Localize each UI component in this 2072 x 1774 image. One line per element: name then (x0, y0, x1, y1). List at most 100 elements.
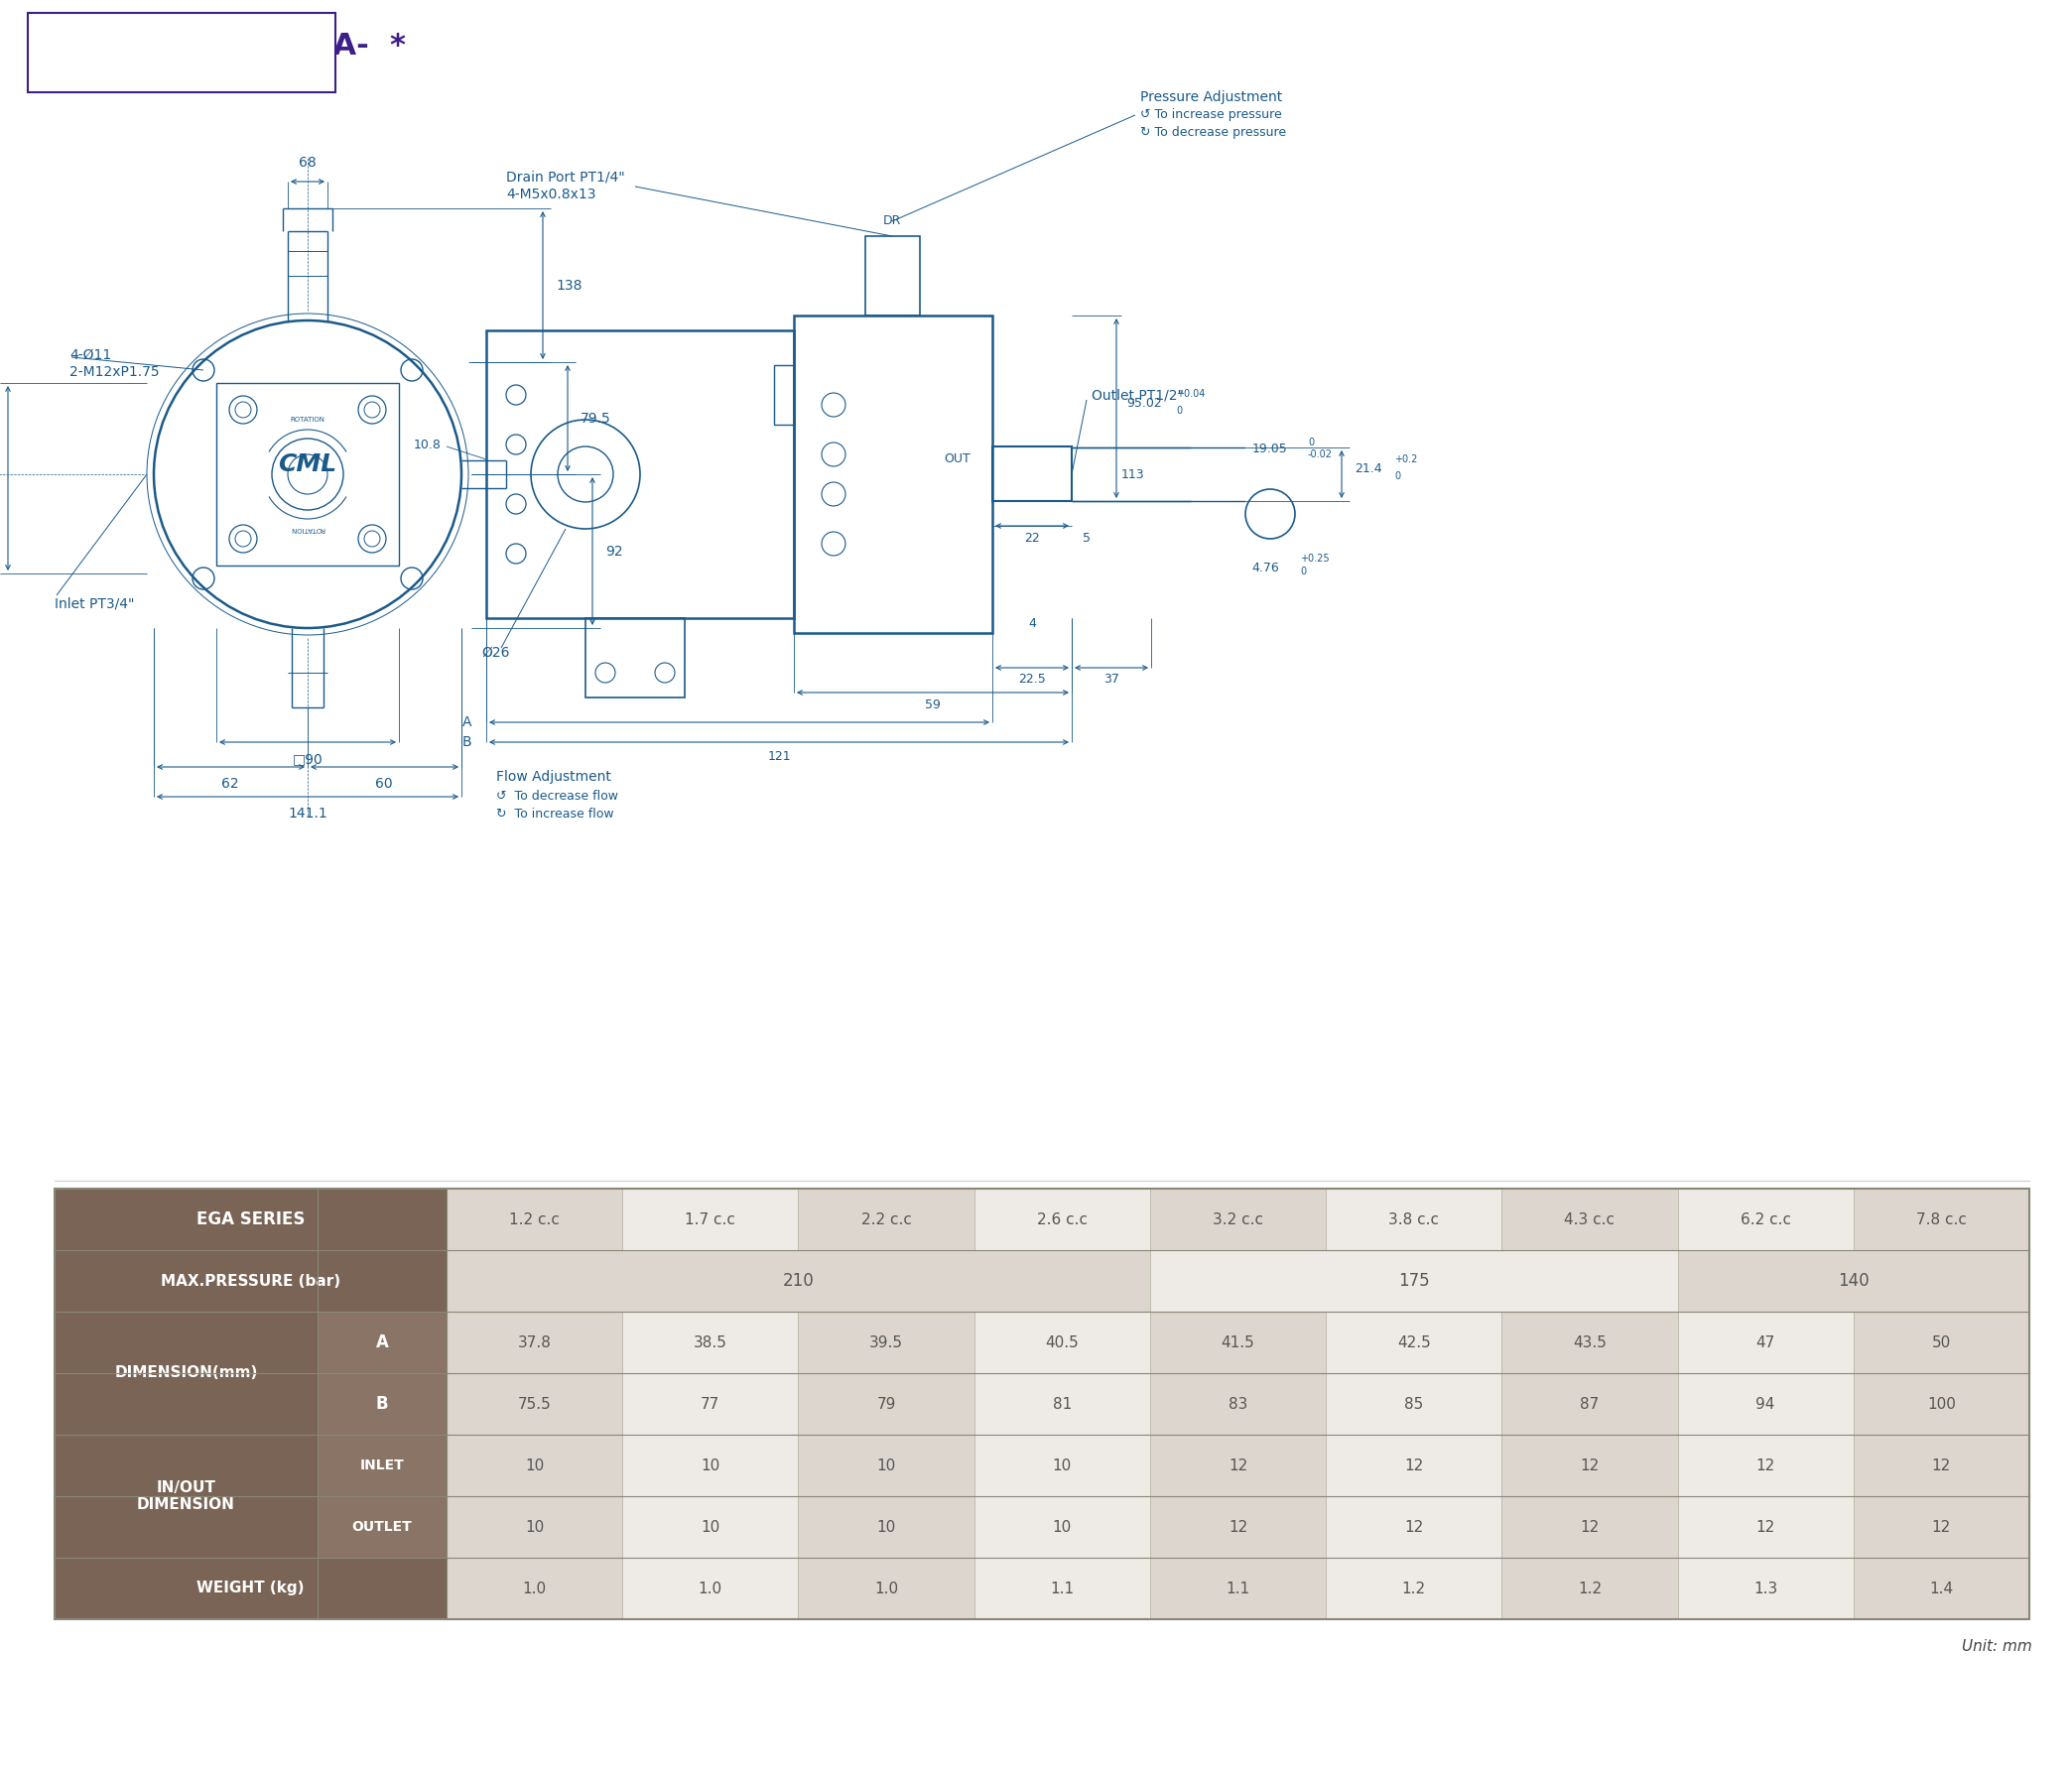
Text: 10: 10 (524, 1520, 545, 1535)
Text: 19.05: 19.05 (1251, 444, 1289, 456)
Bar (798, 1311, 974, 1373)
Text: □90: □90 (292, 752, 323, 766)
Text: DIMENSION(mm): DIMENSION(mm) (114, 1366, 257, 1380)
Bar (1678, 1311, 1854, 1373)
Bar (1502, 1558, 1678, 1620)
Text: 10.8: 10.8 (414, 438, 441, 451)
Text: 10: 10 (524, 1458, 545, 1472)
Text: 12: 12 (1755, 1520, 1776, 1535)
Text: ROTATION: ROTATION (290, 417, 325, 422)
Bar (622, 1373, 798, 1435)
Bar (54, 1189, 448, 1251)
Bar (1678, 1189, 1854, 1251)
Text: 21.4: 21.4 (1355, 463, 1382, 475)
Bar (974, 1373, 1150, 1435)
Text: 4-Ø11: 4-Ø11 (70, 348, 112, 362)
Text: 0: 0 (1177, 406, 1181, 415)
Text: IN/OUT
DIMENSION: IN/OUT DIMENSION (137, 1480, 234, 1511)
Text: 37: 37 (1104, 672, 1119, 687)
Bar (1854, 1495, 2028, 1558)
Text: 0: 0 (1307, 438, 1314, 447)
Text: 4: 4 (1028, 617, 1036, 630)
Text: 12: 12 (1405, 1520, 1423, 1535)
Text: MAX.PRESSURE (bar): MAX.PRESSURE (bar) (162, 1274, 340, 1288)
Text: 2.2 c.c: 2.2 c.c (862, 1212, 912, 1228)
Text: 59: 59 (924, 697, 941, 711)
Bar (866, 236, 920, 316)
Text: 83: 83 (1229, 1396, 1247, 1412)
Bar (974, 1435, 1150, 1495)
Bar (1326, 1435, 1502, 1495)
Bar (974, 1189, 1150, 1251)
Text: 1.3: 1.3 (1753, 1581, 1778, 1597)
Bar (54, 1189, 2028, 1620)
Text: B: B (462, 734, 470, 749)
Text: 81: 81 (1053, 1396, 1071, 1412)
Text: DR: DR (883, 215, 901, 227)
Bar (27, 12, 336, 92)
Bar (448, 1189, 622, 1251)
Bar (622, 1495, 798, 1558)
Text: 1.4: 1.4 (1929, 1581, 1954, 1597)
Text: 4.76: 4.76 (1251, 562, 1278, 575)
Bar (1150, 1495, 1326, 1558)
Text: 1.2 c.c: 1.2 c.c (510, 1212, 559, 1228)
Text: Outlet PT1/2": Outlet PT1/2" (1092, 389, 1183, 403)
Text: 87: 87 (1581, 1396, 1600, 1412)
Bar (448, 1251, 1150, 1311)
Text: 10: 10 (700, 1458, 719, 1472)
Text: 50: 50 (1931, 1336, 1952, 1350)
Text: 113: 113 (1121, 468, 1146, 481)
Text: Ø26: Ø26 (481, 646, 510, 660)
Bar (54, 1251, 448, 1311)
Bar (1854, 1558, 2028, 1620)
Bar (586, 617, 684, 697)
Text: 40: 40 (209, 44, 238, 64)
Text: 12: 12 (1229, 1458, 1247, 1472)
Bar (775, 365, 794, 424)
Text: 4.3 c.c: 4.3 c.c (1564, 1212, 1614, 1228)
Text: B: B (375, 1394, 387, 1412)
Text: 12: 12 (1581, 1458, 1600, 1472)
Bar (1150, 1251, 1678, 1311)
Text: A: A (375, 1334, 387, 1352)
Text: -0.02: -0.02 (1307, 449, 1332, 459)
Bar (1502, 1373, 1678, 1435)
Text: 37.8: 37.8 (518, 1336, 551, 1350)
Text: VCM-SF-: VCM-SF- (46, 32, 186, 60)
Bar (1502, 1311, 1678, 1373)
Text: 43.5: 43.5 (1573, 1336, 1606, 1350)
Text: ROTATION: ROTATION (290, 525, 325, 532)
Bar (798, 1373, 974, 1435)
Text: OUTLET: OUTLET (352, 1520, 412, 1535)
Bar (992, 447, 1071, 500)
Text: +0.25: +0.25 (1299, 553, 1330, 564)
Bar (1502, 1435, 1678, 1495)
Text: 4-M5x0.8x13: 4-M5x0.8x13 (506, 188, 597, 202)
Bar (1150, 1435, 1326, 1495)
Text: 75.5: 75.5 (518, 1396, 551, 1412)
Text: 40.5: 40.5 (1046, 1336, 1080, 1350)
Bar (1502, 1189, 1678, 1251)
Text: 39.5: 39.5 (870, 1336, 903, 1350)
Text: Inlet PT3/4": Inlet PT3/4" (54, 596, 135, 610)
Text: Drain Port PT1/4": Drain Port PT1/4" (506, 170, 626, 183)
Text: 121: 121 (767, 750, 792, 763)
Text: 12: 12 (1755, 1458, 1776, 1472)
Bar (974, 1495, 1150, 1558)
Text: 12: 12 (1931, 1520, 1952, 1535)
Bar (448, 1373, 622, 1435)
Bar (622, 1311, 798, 1373)
Bar (622, 1189, 798, 1251)
Text: 3.8 c.c: 3.8 c.c (1388, 1212, 1440, 1228)
Bar (317, 1435, 448, 1495)
Text: 10: 10 (876, 1458, 895, 1472)
Bar (317, 1495, 448, 1558)
Bar (1150, 1189, 1326, 1251)
Bar (798, 1495, 974, 1558)
Bar (798, 1189, 974, 1251)
Bar (1678, 1435, 1854, 1495)
Bar (974, 1558, 1150, 1620)
Bar (1326, 1373, 1502, 1435)
Bar (798, 1558, 974, 1620)
